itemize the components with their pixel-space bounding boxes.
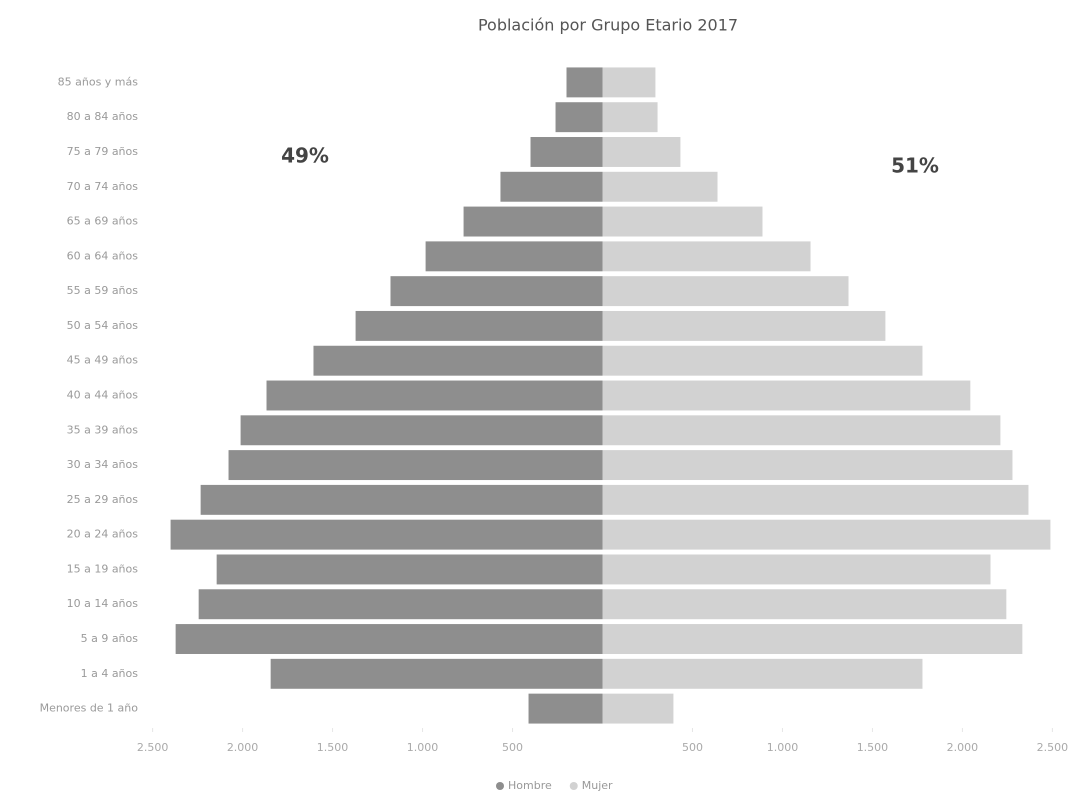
legend-swatch (569, 782, 578, 790)
y-tick-label: 70 a 74 años (67, 180, 139, 193)
y-tick-label: 25 a 29 años (67, 493, 139, 506)
bar (602, 693, 674, 724)
y-tick-label: 85 años y más (58, 75, 139, 88)
bar (170, 519, 603, 550)
x-tick-label: 500 (682, 741, 703, 754)
bar (602, 206, 763, 237)
y-tick-label: 40 a 44 años (67, 389, 139, 402)
bar (390, 276, 603, 307)
y-tick-label: 1 a 4 años (81, 667, 139, 680)
bar (270, 658, 603, 689)
bar (602, 554, 991, 585)
x-tick-label: 1.000 (767, 741, 799, 754)
y-tick-label: 30 a 34 años (67, 458, 139, 471)
y-tick-label: Menores de 1 año (40, 702, 139, 715)
bar (602, 415, 1001, 446)
bar (602, 589, 1007, 620)
y-tick-label: 5 a 9 años (81, 632, 139, 645)
x-tick-label: 2.000 (947, 741, 979, 754)
bar (566, 67, 603, 98)
bar (602, 171, 718, 202)
x-tick-label: 1.000 (407, 741, 439, 754)
y-tick-label: 80 a 84 años (67, 110, 139, 123)
chart-title: Población por Grupo Etario 2017 (478, 16, 738, 35)
annotation: 51% (891, 154, 939, 178)
bar (602, 658, 923, 689)
x-tick-label: 2.500 (1037, 741, 1069, 754)
y-tick-label: 75 a 79 años (67, 145, 139, 158)
bar (228, 450, 603, 481)
y-tick-label: 20 a 24 años (67, 528, 139, 541)
bar (425, 241, 603, 272)
bar (602, 519, 1051, 550)
legend-label: Hombre (508, 779, 552, 792)
y-tick-label: 55 a 59 años (67, 284, 139, 297)
y-tick-label: 45 a 49 años (67, 354, 139, 367)
bar (602, 624, 1023, 654)
bar (602, 345, 923, 376)
legend-label: Mujer (582, 779, 613, 792)
y-tick-label: 65 a 69 años (67, 215, 139, 228)
bar (602, 276, 849, 307)
bar (198, 589, 603, 620)
x-tick-label: 1.500 (317, 741, 349, 754)
bar (602, 380, 971, 411)
bar (602, 310, 886, 341)
bar (602, 484, 1029, 515)
x-tick-label: 1.500 (857, 741, 889, 754)
bar (200, 484, 603, 515)
bar (602, 450, 1013, 481)
bar (500, 171, 603, 202)
bar (602, 102, 658, 133)
y-tick-label: 50 a 54 años (67, 319, 139, 332)
x-tick-label: 2.500 (137, 741, 169, 754)
bar (555, 102, 603, 133)
bar (355, 310, 603, 341)
bar (530, 137, 603, 167)
bar (602, 67, 656, 98)
annotation: 49% (281, 144, 329, 168)
y-tick-label: 10 a 14 años (67, 597, 139, 610)
y-tick-label: 60 a 64 años (67, 249, 139, 262)
y-tick-label: 15 a 19 años (67, 562, 139, 575)
y-tick-label: 35 a 39 años (67, 423, 139, 436)
bar (240, 415, 603, 446)
bar (216, 554, 603, 585)
bar (463, 206, 603, 237)
bar (528, 693, 603, 724)
legend-swatch (496, 782, 504, 790)
bar (313, 345, 603, 376)
bar (175, 624, 603, 654)
bar (266, 380, 603, 411)
x-tick-label: 500 (502, 741, 523, 754)
x-tick-label: 2.000 (227, 741, 259, 754)
bar (602, 137, 681, 167)
bar (602, 241, 811, 272)
